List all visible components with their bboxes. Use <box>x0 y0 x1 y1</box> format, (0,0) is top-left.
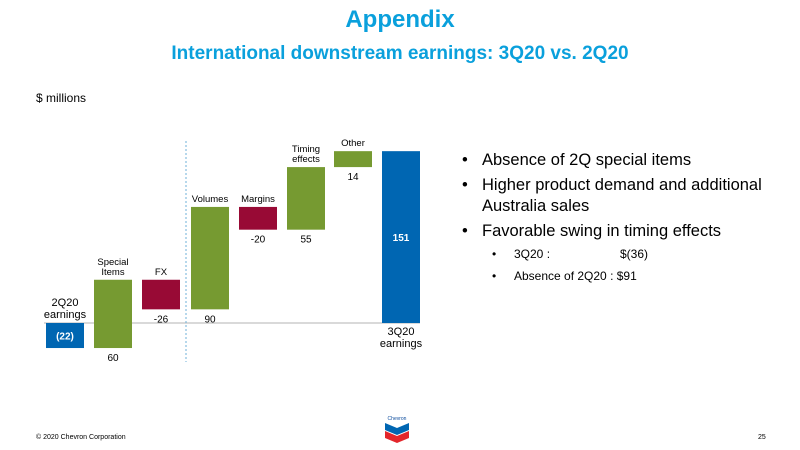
category-label: 3Q20 earnings <box>380 326 423 350</box>
waterfall-bar <box>142 279 180 310</box>
waterfall-bar <box>334 151 372 168</box>
data-label: 90 <box>204 314 216 325</box>
data-label: 151 <box>393 233 410 244</box>
page-number: 25 <box>758 434 766 441</box>
waterfall-bar <box>46 323 84 349</box>
data-label: (22) <box>56 332 74 343</box>
category-label: Special Items <box>97 257 128 278</box>
category-label: Timing effects <box>292 144 320 165</box>
slide-title: Appendix <box>345 6 455 33</box>
data-label: -26 <box>154 314 169 325</box>
sub-bullet-label: 3Q20 : <box>514 247 551 261</box>
waterfall-bar <box>191 206 229 310</box>
data-label: 55 <box>300 235 312 246</box>
sub-bullet-value: $(36) <box>620 247 649 261</box>
category-label: FX <box>155 267 168 278</box>
sub-bullet-item: Absence of 2Q20 : $91 <box>462 268 782 284</box>
bullet-list: Absence of 2Q special items Higher produ… <box>462 150 782 290</box>
category-label: Other <box>341 138 365 149</box>
sub-bullet-item: 3Q20 : $(36) <box>462 246 782 262</box>
category-label: Volumes <box>192 194 229 205</box>
data-label: 14 <box>347 172 359 183</box>
category-label: Margins <box>241 194 275 205</box>
waterfall-bar <box>287 167 325 230</box>
chevron-logo: Chevron <box>385 416 409 443</box>
category-label: 2Q20 earnings <box>44 297 87 321</box>
waterfall-bar <box>382 151 420 323</box>
data-label: -20 <box>251 235 266 246</box>
copyright-text: © 2020 Chevron Corporation <box>36 434 126 441</box>
unit-label: $ millions <box>36 91 87 105</box>
slide-subtitle: International downstream earnings: 3Q20 … <box>171 43 629 64</box>
bullet-item: Absence of 2Q special items <box>462 150 782 171</box>
waterfall-chart: (22) 2Q20 earnings 60 Special Items -26 FX 90 Vol… <box>44 138 423 364</box>
sub-bullet-value: $91 <box>616 269 637 283</box>
sub-bullet-label: Absence of 2Q20 : <box>514 269 614 283</box>
bullet-item: Favorable swing in timing effects <box>462 221 782 242</box>
waterfall-bar <box>94 279 132 349</box>
waterfall-bar <box>239 206 277 230</box>
bullet-item: Higher product demand and additional Aus… <box>462 175 782 217</box>
svg-text:Chevron: Chevron <box>388 416 407 422</box>
data-label: 60 <box>107 353 119 364</box>
